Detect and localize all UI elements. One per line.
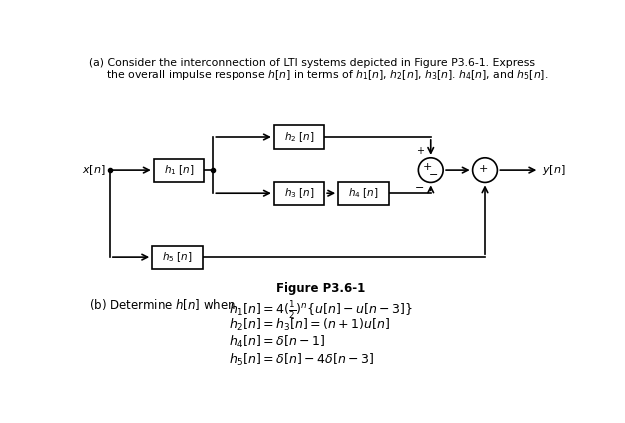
FancyBboxPatch shape (154, 159, 204, 181)
Text: $h_2\ [n]$: $h_2\ [n]$ (284, 130, 314, 144)
FancyBboxPatch shape (274, 181, 324, 205)
Text: $h_3\ [n]$: $h_3\ [n]$ (284, 186, 314, 200)
Text: (b) Determine $h[n]$ when: (b) Determine $h[n]$ when (89, 297, 236, 312)
Text: Figure P3.6-1: Figure P3.6-1 (276, 282, 366, 295)
Text: +: + (479, 164, 488, 173)
FancyBboxPatch shape (274, 126, 324, 148)
Text: $h_5[n] = \delta[n] - 4\delta[n-3]$: $h_5[n] = \delta[n] - 4\delta[n-3]$ (229, 352, 374, 368)
Text: $h_4[n] = \delta[n-1]$: $h_4[n] = \delta[n-1]$ (229, 334, 326, 350)
Text: +: + (423, 162, 432, 172)
Circle shape (418, 158, 443, 182)
Circle shape (472, 158, 498, 182)
Text: $x[n]$: $x[n]$ (82, 163, 106, 177)
Text: $h_5\ [n]$: $h_5\ [n]$ (162, 250, 192, 264)
Text: $y[n]$: $y[n]$ (542, 163, 565, 177)
Text: −: − (415, 183, 424, 193)
FancyBboxPatch shape (338, 181, 389, 205)
Text: $h_1[n] = 4(\frac{1}{2})^n\{u[n] - u[n-3]\}$: $h_1[n] = 4(\frac{1}{2})^n\{u[n] - u[n-3… (229, 299, 413, 321)
Text: −: − (429, 170, 439, 180)
Text: +: + (416, 146, 424, 156)
Text: $h_4\ [n]$: $h_4\ [n]$ (348, 186, 379, 200)
FancyBboxPatch shape (152, 246, 202, 269)
Text: $h_2[n] = h_3[n] = (n+1)u[n]$: $h_2[n] = h_3[n] = (n+1)u[n]$ (229, 316, 391, 332)
Text: the overall impulse response $h[n]$ in terms of $h_1[n]$, $h_2[n]$, $h_3[n]$. $h: the overall impulse response $h[n]$ in t… (89, 68, 548, 82)
Text: (a) Consider the interconnection of LTI systems depicted in Figure P3.6-1. Expre: (a) Consider the interconnection of LTI … (89, 58, 535, 69)
Text: $h_1\ [n]$: $h_1\ [n]$ (164, 163, 194, 177)
